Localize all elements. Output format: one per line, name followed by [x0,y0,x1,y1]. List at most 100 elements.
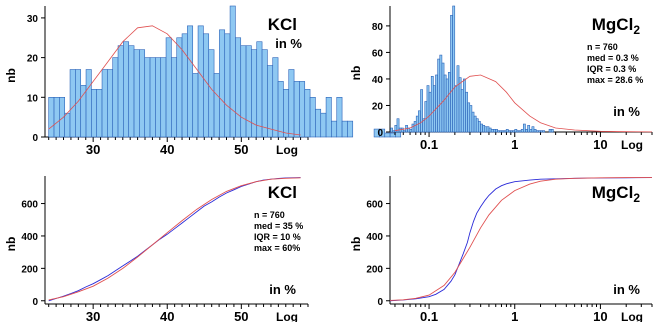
histogram-bar [181,33,188,138]
y-tick-label: 0 [32,297,38,308]
histogram-bar [331,120,338,138]
histogram-bar [336,97,343,138]
histogram-bar [460,89,464,133]
histogram-bar [123,41,130,138]
histogram-bar [540,130,543,133]
chart-title: MgCl2 [592,15,641,37]
histogram-bar [443,74,447,133]
y-axis-label: nb [349,66,363,81]
histogram-bar [187,25,194,138]
histogram-bar [548,129,552,133]
x-tick-label: 50 [234,142,248,157]
histogram-bar [435,74,438,133]
histogram-bar [390,127,393,133]
unit-note: in % [275,36,302,51]
histogram-bar [512,130,516,133]
histogram-bar [48,97,55,138]
x-tick-label: 10 [593,309,607,322]
histogram-bar [315,108,322,138]
histogram-bar [101,69,108,138]
histogram-bar [245,45,252,138]
histogram-bar [531,126,535,133]
histogram-bar [535,130,539,133]
histogram-bar [473,115,477,133]
histogram-bar [433,85,436,133]
fit-curve [48,25,301,136]
histogram-bar [85,69,92,138]
cumulative-fit-line [389,177,652,301]
histogram-bar [475,118,479,133]
histogram-bar [256,41,263,138]
histogram-bar [420,89,423,133]
x-tick-label: 50 [234,309,248,322]
y-axis-label: nb [349,237,363,252]
histogram-bar [288,69,295,138]
y-tick-label: 40 [372,75,384,86]
histogram-bar [235,37,242,138]
histogram-bar [133,49,140,138]
histogram-bar [240,45,247,138]
histogram-bar [91,89,98,138]
stats-line: med = 35 % [254,221,303,231]
log-scale-label: Log [621,138,643,152]
histogram-bar [80,85,87,138]
histogram-bar [529,129,533,133]
histogram-bar [112,57,119,138]
histogram-bar [139,49,146,138]
histogram-bar [441,62,445,133]
cumulative-fit-line [48,177,301,301]
histogram-bar [418,110,421,133]
histogram-bar [384,132,391,138]
histogram-bar [208,49,215,138]
title-subscript: 2 [633,23,640,37]
histogram-bar [550,129,554,133]
histogram-bar [518,130,522,133]
histogram-bar [497,130,501,133]
y-tick-label: 400 [366,232,383,243]
histogram-bar [107,69,114,138]
stats-line: med = 0.3 % [587,53,639,63]
histogram-bar [261,49,268,138]
stats-line: n = 760 [587,42,618,52]
histogram-bar [484,126,488,133]
y-tick-label: 0 [377,297,383,308]
histogram-bar [503,130,507,133]
histogram-bar [514,129,518,133]
histogram-bar [469,105,473,133]
histogram-bar [413,121,417,133]
histogram-bar [426,85,430,133]
y-tick-label: 0 [32,133,38,144]
y-tick-label: 10 [27,93,39,104]
histogram-bar [277,81,284,138]
histogram-bar [501,130,505,133]
histogram-bar [325,97,332,138]
chart-title: KCl [268,15,297,34]
x-tick-label: 30 [86,309,100,322]
histogram-bar [493,129,496,133]
histogram-bar [520,129,524,133]
y-tick-label: 20 [372,101,384,112]
stats-line: max = 28.6 % [587,75,643,85]
histogram-bar [309,97,316,138]
histogram-bar [542,130,546,133]
histogram-bar [456,65,460,133]
histogram-bar [527,125,531,133]
y-tick-label: 200 [21,264,38,275]
y-tick-label: 0 [377,128,383,139]
x-tick-label: 10 [593,137,607,152]
histogram-bar [428,91,432,133]
chart-panel-4: 0 200 400 600 0.1 1 10 nb MgCl2 in % Log [349,176,653,322]
histogram-bar [400,127,404,133]
histogram-bar [510,130,513,133]
stats-line: IQR = 0.3 % [587,64,636,74]
chart-title: MgCl2 [592,183,641,205]
histogram-bar [171,57,178,138]
histogram-bar [299,81,306,138]
histogram-bar [523,123,526,133]
histogram-bar [53,97,60,138]
histogram-bar [229,5,236,138]
x-tick-label: 30 [86,142,100,157]
histogram-bar [176,37,183,138]
y-tick-label: 200 [366,264,383,275]
histogram-bar [213,73,220,138]
